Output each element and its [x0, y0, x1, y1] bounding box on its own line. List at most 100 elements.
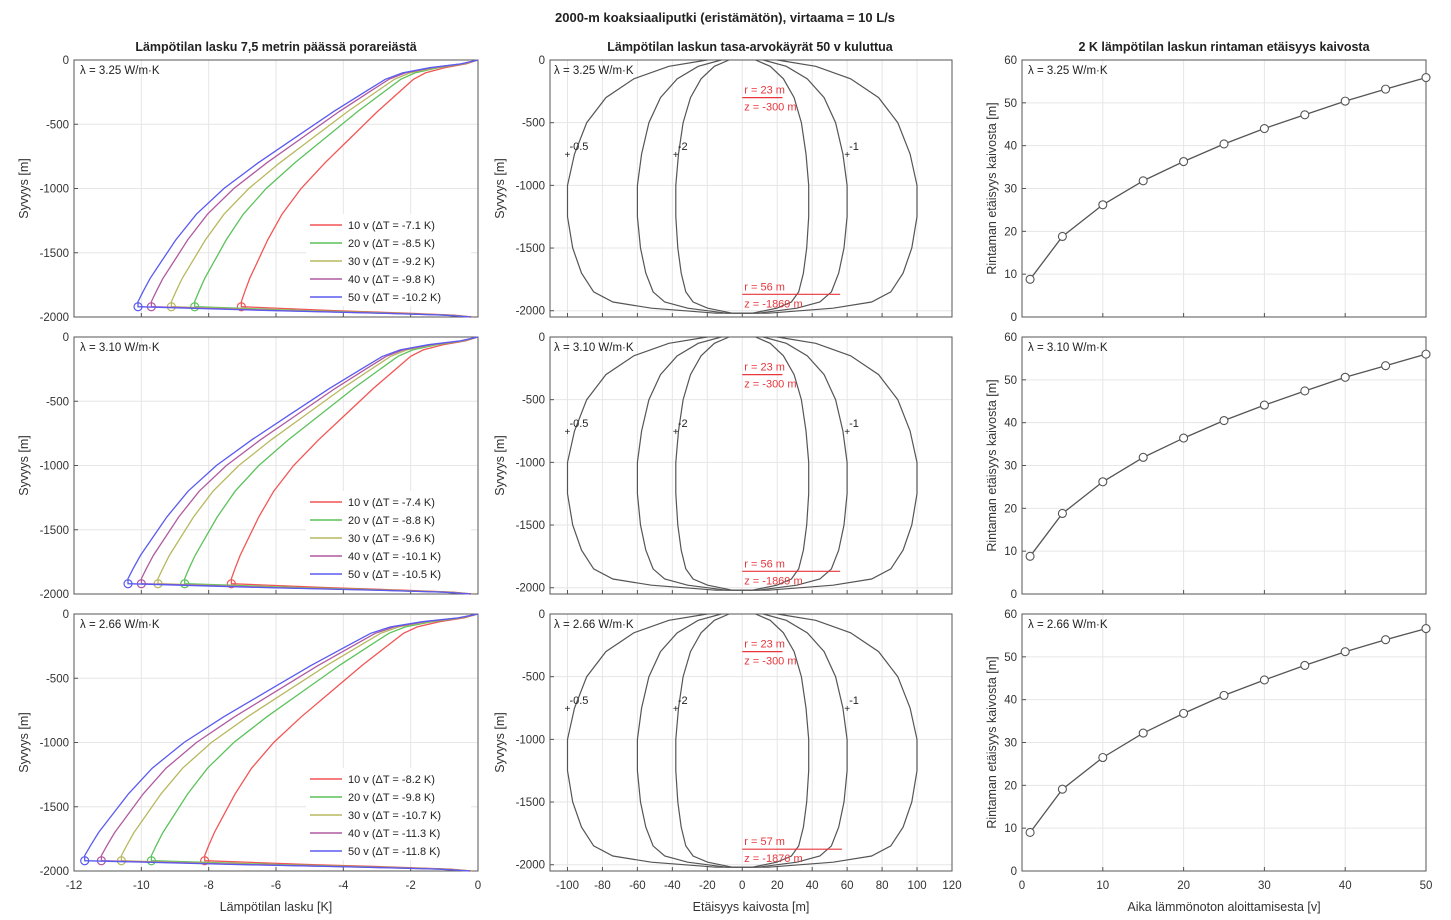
plot-area: -2000 -1500 -1000 -500 0 Syvyys [m] λ = 3.25 W…	[17, 55, 1432, 914]
y-tick-label: -500	[522, 672, 545, 684]
x-axis-label: Lämpötilan lasku [K]	[220, 900, 333, 914]
y-tick-label: -1500	[40, 802, 69, 814]
data-point	[1381, 361, 1391, 371]
axes-frame	[549, 336, 953, 595]
y-tick-label: 30	[1004, 461, 1017, 473]
legend: 10 v (ΔT = -8.2 K) 20 v (ΔT = -9.8 K) 30 v…	[306, 768, 471, 860]
legend-entry-2: 20 v (ΔT = -8.8 K)	[348, 515, 435, 527]
contour-label: -2	[678, 418, 688, 430]
y-tick-label: -2000	[40, 866, 69, 878]
annotation-r: r = 23 m	[744, 639, 785, 651]
legend-entry-2: 20 v (ΔT = -8.5 K)	[348, 238, 435, 250]
series-marker-5	[133, 302, 143, 312]
data-point	[1219, 139, 1229, 149]
data-point	[1098, 200, 1108, 210]
x-tick-label: 20	[1177, 880, 1190, 892]
contour-label: -2	[678, 695, 688, 707]
axes-frame	[549, 613, 953, 872]
y-tick-label: 50	[1004, 98, 1017, 110]
data-point	[1025, 827, 1035, 838]
data-point	[1138, 176, 1148, 186]
series-marker-5	[80, 856, 90, 866]
x-axis-label: Aika lämmönoton aloittamisesta [v]	[1127, 900, 1320, 914]
x-tick-label: -12	[66, 880, 83, 892]
y-tick-label: -2000	[40, 312, 69, 324]
data-point	[1138, 728, 1148, 738]
x-tick-label: -6	[271, 880, 281, 892]
y-tick-label: 30	[1004, 184, 1017, 196]
legend-entry-5: 50 v (ΔT = -10.2 K)	[348, 292, 441, 304]
x-tick-label: -20	[699, 880, 716, 892]
data-point	[1381, 84, 1391, 94]
x-tick-label: -4	[338, 880, 349, 892]
annotation-z: z = -1869 m	[744, 575, 802, 587]
legend-entry-4: 40 v (ΔT = -11.3 K)	[348, 828, 440, 840]
contours-0-axes: -2000 -1500 -1000 -500 0 Syvyys [m] λ = 3.25 W…	[493, 55, 953, 318]
y-tick-label: -1500	[40, 525, 69, 537]
x-tick-label: 10	[1096, 880, 1109, 892]
annotation-z: z = -1869 m	[744, 298, 802, 310]
annotation-z: z = -300 m	[744, 102, 796, 114]
series-marker-2	[180, 579, 190, 589]
contours-2-axes: -2000 -1500 -1000 -500 0 -100 -80 -60 -40 -20 0 20 4…	[493, 609, 962, 914]
y-tick-label: 20	[1004, 226, 1017, 238]
contour-label: -0.5	[569, 141, 588, 153]
front-distance-0-axes: 0 10 20 30 40 50 60 Rintaman etäisyys kaivosta …	[985, 55, 1431, 324]
temp-drop-0-axes: -2000 -1500 -1000 -500 0 Syvyys [m] λ = 3.25 W…	[17, 55, 479, 324]
annotation-r: r = 23 m	[744, 85, 785, 97]
y-tick-label: 10	[1004, 269, 1017, 281]
y-tick-label: -2000	[516, 583, 545, 595]
y-tick-label: 0	[1011, 866, 1017, 878]
data-point	[1025, 274, 1035, 284]
y-tick-label: -1500	[516, 243, 545, 255]
contour-marker: +	[565, 150, 571, 161]
x-tick-label: -10	[133, 880, 150, 892]
legend-box	[306, 491, 471, 583]
panel-lambda-label: λ = 2.66 W/m·K	[554, 619, 634, 631]
x-tick-label: 20	[771, 880, 784, 892]
contour-marker: +	[673, 427, 679, 438]
x-tick-label: 60	[841, 880, 854, 892]
y-axis-label: Syvyys [m]	[17, 435, 31, 495]
x-tick-label: -80	[594, 880, 611, 892]
x-tick-label: 100	[907, 880, 926, 892]
y-tick-label: -1000	[516, 457, 545, 469]
data-point	[1025, 551, 1035, 561]
data-point	[1057, 231, 1067, 242]
y-tick-label: -500	[46, 673, 69, 685]
contour-label: -0.5	[569, 695, 588, 707]
legend-entry-3: 30 v (ΔT = -9.6 K)	[348, 533, 435, 545]
contour-marker: +	[673, 704, 679, 715]
panel-lambda-label: λ = 3.25 W/m·K	[1028, 65, 1108, 77]
data-point	[1340, 372, 1350, 382]
data-point	[1098, 752, 1108, 763]
legend: 10 v (ΔT = -7.4 K) 20 v (ΔT = -8.8 K) 30 v…	[306, 491, 471, 583]
x-axis-label: Etäisyys kaivosta [m]	[693, 900, 810, 914]
y-tick-label: 40	[1004, 695, 1017, 707]
y-tick-label: -2000	[40, 589, 69, 601]
y-tick-label: -2000	[516, 306, 545, 318]
front-distance-1-axes: 0 10 20 30 40 50 60 Rintaman etäisyys kaivosta …	[985, 332, 1431, 601]
temp-drop-2-axes: -2000 -1500 -1000 -500 0 -12 -10 -8 -6 -4 -2 0 Syvyy…	[17, 609, 481, 914]
data-point	[1098, 477, 1108, 487]
data-point	[1300, 660, 1310, 670]
annotation-z: z = -300 m	[744, 656, 796, 668]
series-line-5	[84, 613, 479, 872]
x-tick-label: -8	[204, 880, 214, 892]
series-line	[1029, 76, 1427, 280]
legend-entry-5: 50 v (ΔT = -11.8 K)	[348, 846, 440, 858]
y-tick-label: -500	[46, 396, 69, 408]
data-point	[1300, 110, 1310, 120]
x-tick-label: 0	[1019, 880, 1025, 892]
y-tick-label: 50	[1004, 652, 1017, 664]
y-tick-label: -2000	[516, 860, 545, 872]
series-marker-1	[236, 302, 246, 312]
annotation-r: r = 23 m	[744, 362, 785, 374]
panel-lambda-label: λ = 2.66 W/m·K	[80, 619, 160, 631]
contour-marker: +	[844, 427, 850, 438]
legend-entry-4: 40 v (ΔT = -10.1 K)	[348, 551, 441, 563]
y-tick-label: 40	[1004, 418, 1017, 430]
data-point	[1259, 675, 1269, 685]
annotation-z: z = -1876 m	[744, 853, 802, 865]
legend: 10 v (ΔT = -7.1 K) 20 v (ΔT = -8.5 K) 30 v…	[306, 214, 471, 306]
